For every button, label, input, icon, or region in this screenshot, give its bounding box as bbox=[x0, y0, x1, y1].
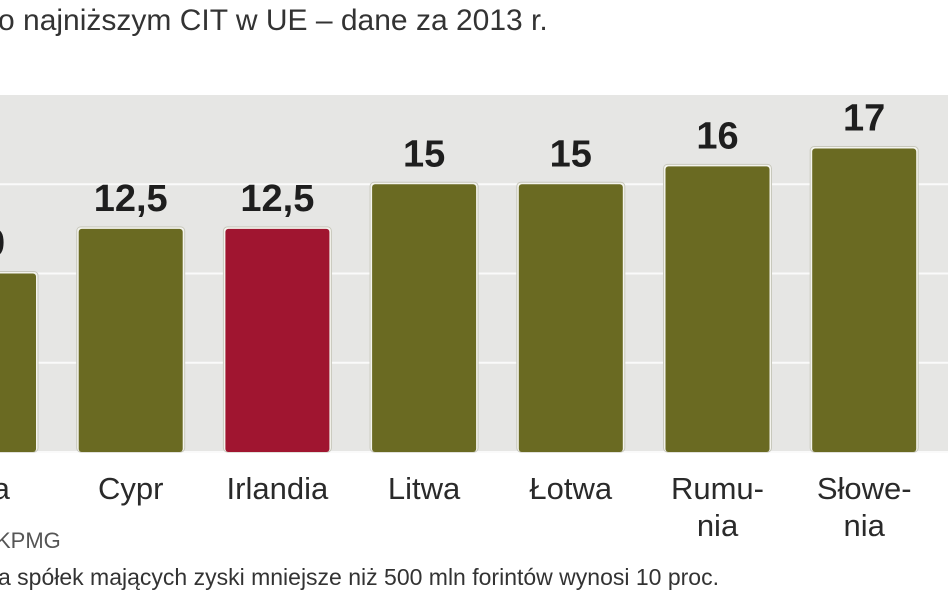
bar bbox=[372, 184, 477, 452]
value-label: 15 bbox=[550, 133, 592, 175]
x-tick-label: Słowe- bbox=[817, 471, 912, 506]
x-tick-label: Łotwa bbox=[529, 471, 612, 506]
value-label: 12,5 bbox=[94, 178, 168, 220]
x-tick-label: Irlandia bbox=[227, 471, 329, 506]
source: KPMG bbox=[0, 528, 61, 553]
bar bbox=[812, 148, 917, 453]
bar bbox=[78, 228, 183, 452]
value-label: 15 bbox=[403, 133, 445, 175]
x-tick-label: aria bbox=[0, 471, 11, 506]
bar bbox=[225, 228, 330, 452]
x-tick-label: nia bbox=[697, 508, 739, 543]
value-label: 17 bbox=[843, 98, 885, 140]
x-tick-label: nia bbox=[844, 508, 886, 543]
bar bbox=[518, 184, 623, 452]
bar bbox=[0, 273, 36, 452]
value-label: 10 bbox=[0, 223, 5, 265]
bar bbox=[665, 166, 770, 452]
chart-title: o najniższym CIT w UE – dane za 2013 r. bbox=[0, 4, 548, 37]
value-label: 12,5 bbox=[240, 178, 314, 220]
value-label: 16 bbox=[696, 115, 738, 157]
x-tick-label: Cypr bbox=[98, 471, 163, 506]
x-tick-label: Rumu- bbox=[671, 471, 764, 506]
note: a spółek mających zyski mniejsze niż 500… bbox=[0, 564, 719, 590]
x-tick-label: Litwa bbox=[388, 471, 461, 506]
